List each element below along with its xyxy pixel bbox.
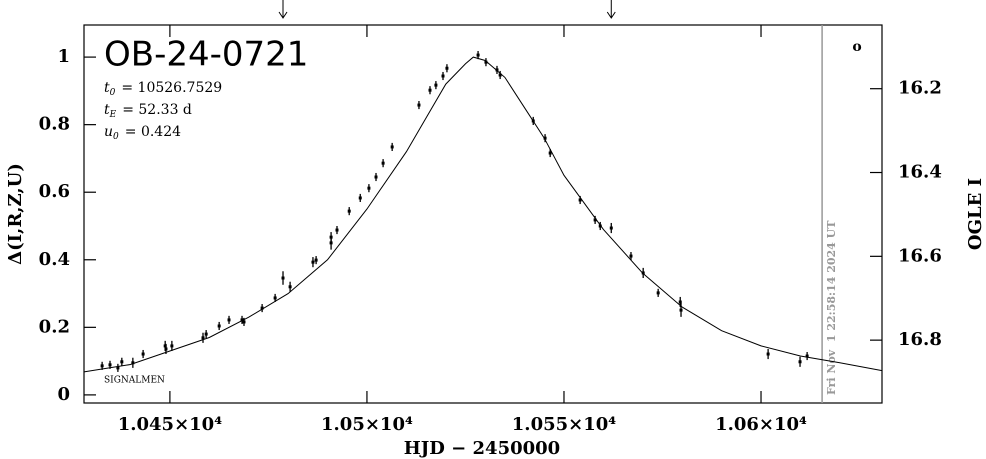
data-point	[678, 300, 682, 304]
data-point	[240, 318, 244, 322]
annotation-subscript: 0	[110, 88, 116, 98]
data-point	[484, 60, 488, 64]
data-point	[311, 260, 315, 264]
data-point	[441, 74, 445, 78]
data-point	[335, 228, 339, 232]
y-tick-label: 0	[57, 384, 70, 405]
data-point	[641, 271, 645, 275]
data-point	[495, 68, 499, 72]
data-point	[766, 352, 770, 356]
annotation-text: = 0.424	[125, 124, 181, 140]
data-point	[390, 145, 394, 149]
annotation-subscript: E	[109, 110, 117, 120]
annotation-symbol: t	[104, 80, 110, 96]
data-point	[204, 332, 208, 336]
data-point	[329, 241, 333, 245]
data-point	[417, 103, 421, 107]
x-tick-label: 1.055×10⁴	[512, 414, 616, 435]
annotation-subscript: 0	[113, 132, 119, 142]
data-point	[314, 258, 318, 262]
data-point	[805, 354, 809, 358]
data-point	[445, 66, 449, 70]
data-point	[498, 73, 502, 77]
data-point	[598, 224, 602, 228]
data-point	[798, 360, 802, 364]
data-point	[227, 318, 231, 322]
data-point	[273, 296, 277, 300]
data-point	[100, 364, 104, 368]
data-point	[141, 352, 145, 356]
chart-title: OB-24-0721	[104, 35, 308, 75]
data-point	[163, 344, 167, 348]
data-point	[281, 276, 285, 280]
x-tick-label: 1.05×10⁴	[321, 414, 413, 435]
y-tick-label: 0.8	[39, 114, 70, 135]
y2-tick-label: 16.8	[898, 329, 942, 350]
data-point	[201, 336, 205, 340]
data-point	[679, 308, 683, 312]
corner-mark: o	[852, 39, 861, 55]
data-point	[374, 175, 378, 179]
date-text: Fri Nov 1 22:58:14 2024 UT	[825, 220, 838, 395]
y-tick-label: 0.6	[39, 181, 70, 202]
y-tick-label: 1	[57, 46, 70, 67]
data-point	[593, 218, 597, 222]
data-point	[531, 119, 535, 123]
model-curve	[83, 56, 883, 373]
annotation: t0 = 10526.7529	[104, 80, 222, 98]
data-point	[434, 83, 438, 87]
x-tick-label: 1.045×10⁴	[118, 414, 222, 435]
arrow	[606, 0, 616, 19]
annotation-symbol: u	[104, 124, 113, 140]
y-tick-label: 0.2	[39, 316, 70, 337]
data-point	[108, 363, 112, 367]
data-point	[288, 285, 292, 289]
annotation-text: = 52.33 d	[122, 102, 192, 118]
data-point	[120, 360, 124, 364]
data-point	[578, 198, 582, 202]
data-point	[548, 151, 552, 155]
data-point	[428, 88, 432, 92]
y2-tick-label: 16.6	[898, 245, 942, 266]
data-point	[629, 254, 633, 258]
data-point	[217, 324, 221, 328]
y2-tick-label: 16.2	[898, 78, 942, 99]
y-tick-label: 0.4	[39, 249, 70, 270]
footer-text: SIGNALMEN	[104, 376, 165, 386]
data-point	[116, 366, 120, 370]
annotation-text: = 10526.7529	[121, 80, 222, 96]
data-point	[476, 53, 480, 57]
annotation: tE = 52.33 d	[104, 102, 192, 120]
data-point	[260, 306, 264, 310]
data-point	[329, 235, 333, 239]
y-axis-label: Δ(I,R,Z,U)	[5, 163, 26, 265]
data-point	[347, 209, 351, 213]
data-point	[164, 347, 168, 351]
annotation-symbol: t	[104, 102, 110, 118]
data-point	[656, 291, 660, 295]
data-point	[242, 320, 246, 324]
data-point	[609, 226, 613, 230]
x-axis-label: HJD − 2450000	[404, 438, 560, 459]
data-point	[367, 186, 371, 190]
y2-axis-label: OGLE I	[965, 178, 986, 250]
data-point	[170, 344, 174, 348]
x-tick-label: 1.06×10⁴	[715, 414, 807, 435]
y2-tick-label: 16.4	[898, 162, 942, 183]
annotation: u0 = 0.424	[104, 124, 181, 142]
arrow	[278, 0, 288, 19]
data-point	[543, 136, 547, 140]
data-point	[131, 361, 135, 365]
plot-frame	[83, 24, 883, 404]
data-point	[381, 161, 385, 165]
data-point	[358, 196, 362, 200]
